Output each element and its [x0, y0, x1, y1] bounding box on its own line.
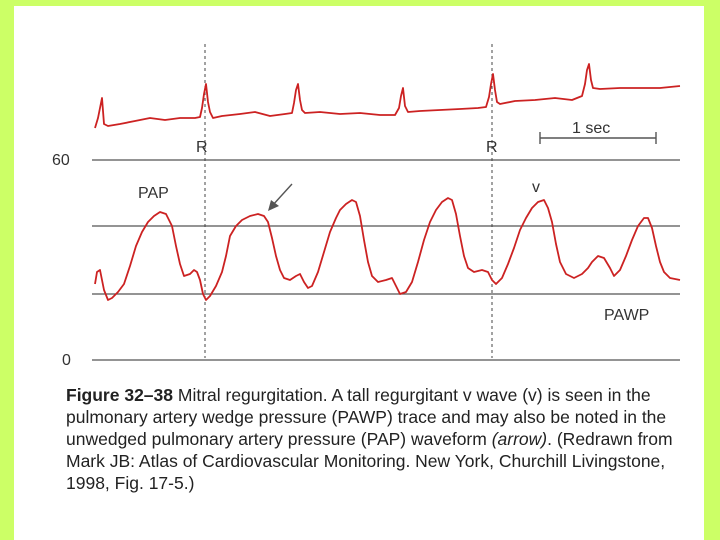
pressure-waveform-figure: 60 0 R R 1 sec PAP v PAWP [52, 44, 681, 369]
pawp-label: PAWP [604, 307, 649, 324]
r-marker-label-2: R [486, 139, 498, 156]
caption-text-1: Mitral regurgitation. A tall regurgitant… [66, 385, 667, 449]
r-marker-label-1: R [196, 139, 208, 156]
figure-number: Figure 32–38 [66, 385, 173, 405]
v-wave-label: v [532, 179, 540, 196]
scale-bar [539, 132, 657, 144]
y-axis-bottom-label: 0 [62, 352, 71, 369]
arrow-indicator [268, 183, 293, 211]
caption-text-2: . (Redrawn from Mark JB: Atlas of Cardio… [66, 429, 673, 493]
ecg-trace [94, 63, 681, 129]
scale-bar-label: 1 sec [572, 120, 610, 137]
y-axis-top-label: 60 [52, 152, 70, 169]
pap-label: PAP [138, 185, 169, 202]
pressure-trace [94, 197, 681, 301]
figure-caption: Figure 32–38 Mitral regurgitation. A tal… [66, 384, 706, 494]
figure-panel: 60 0 R R 1 sec PAP v PAWP Figure 32–38 M… [14, 6, 704, 540]
caption-italic: (arrow) [491, 429, 548, 449]
